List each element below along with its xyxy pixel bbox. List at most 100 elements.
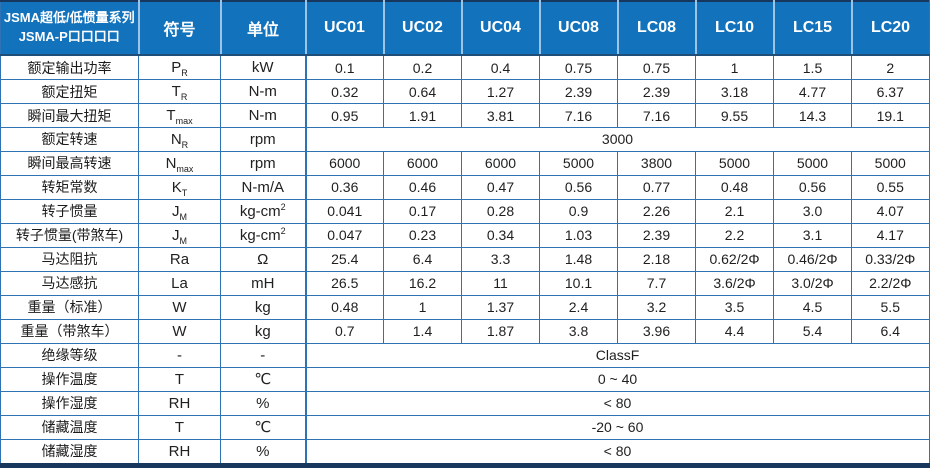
unit-column-header: 单位 [219, 1, 306, 56]
spec-value-cell: 3.1 [773, 222, 852, 248]
spec-value-cell: 0.28 [461, 198, 540, 224]
table-row: 操作温度 T ℃ 0 ~ 40 [0, 366, 930, 392]
symbol-cell: Nmax [138, 150, 221, 176]
table-row: 瞬间最高转速 Nmax rpm 6000 6000 6000 5000 3800 5000 500… [0, 150, 930, 176]
unit-cell: N-m [220, 79, 306, 105]
row-label: 操作温度 [0, 366, 139, 392]
spec-value-cell: 0.32 [304, 79, 384, 105]
unit-cell: Ω [220, 246, 306, 272]
row-label: 额定输出功率 [0, 54, 139, 81]
row-label: 瞬间最高转速 [0, 150, 139, 176]
spec-value-cell: 3.0 [773, 198, 852, 224]
spec-value-cell: 1.03 [539, 222, 618, 248]
row-label: 绝缘等级 [0, 342, 139, 368]
spec-value-cell: 0.23 [383, 222, 462, 248]
symbol-column-header: 符号 [137, 1, 221, 56]
spec-value-cell: 0.2 [383, 54, 462, 81]
spec-value-cell: 6.4 [851, 318, 930, 344]
spec-value-cell: 0.1 [304, 54, 384, 81]
spec-value-cell: 5.4 [773, 318, 852, 344]
spec-value-cell: 3.8 [539, 318, 618, 344]
row-label: 转子惯量 [0, 198, 139, 224]
spec-value-cell: 1.37 [461, 294, 540, 320]
merged-value-cell: < 80 [304, 390, 930, 416]
spec-value-cell: 2.39 [617, 222, 696, 248]
unit-cell: ℃ [220, 366, 306, 392]
spec-value-cell: 4.07 [851, 198, 930, 224]
row-label: 马达感抗 [0, 270, 139, 296]
table-row: 转矩常数 KT N-m/A 0.36 0.46 0.47 0.56 0.77 0.48 0.56 0… [0, 174, 930, 200]
symbol-cell: RH [138, 390, 221, 416]
spec-value-cell: 0.55 [851, 174, 930, 200]
spec-value-cell: 6000 [461, 150, 540, 176]
row-label: 储藏湿度 [0, 438, 139, 467]
spec-value-cell: 1.4 [383, 318, 462, 344]
symbol-cell: La [138, 270, 221, 296]
symbol-cell: PR [138, 54, 221, 81]
symbol-cell: NR [138, 126, 221, 152]
spec-value-cell: 3.96 [617, 318, 696, 344]
spec-value-cell: 2.39 [539, 79, 618, 105]
unit-cell: kW [220, 54, 306, 81]
model-column-header-lc08: LC08 [616, 1, 696, 56]
row-label: 重量（标准） [0, 294, 139, 320]
spec-value-cell: 6000 [383, 150, 462, 176]
spec-value-cell: 3.81 [461, 103, 540, 128]
spec-value-cell: 4.77 [773, 79, 852, 105]
table-row: 储藏湿度 RH% < 80 [0, 438, 930, 467]
row-label: 储藏温度 [0, 414, 139, 440]
unit-cell: % [220, 390, 306, 416]
spec-value-cell: 0.56 [773, 174, 852, 200]
model-column-header-lc10: LC10 [694, 1, 774, 56]
spec-value-cell: 1.48 [539, 246, 618, 272]
spec-value-cell: 0.48 [304, 294, 384, 320]
spec-value-cell: 7.16 [539, 103, 618, 128]
spec-value-cell: 1 [383, 294, 462, 320]
spec-value-cell: 0.47 [461, 174, 540, 200]
spec-value-cell: 1.91 [383, 103, 462, 128]
spec-value-cell: 4.17 [851, 222, 930, 248]
spec-value-cell: 5000 [851, 150, 930, 176]
unit-cell: - [220, 342, 306, 368]
unit-cell: rpm [220, 150, 306, 176]
spec-value-cell: 0.46/2Φ [773, 246, 852, 272]
spec-value-cell: 5000 [695, 150, 774, 176]
spec-value-cell: 0.047 [304, 222, 384, 248]
table-row: 马达阻抗 Ra Ω 25.4 6.4 3.3 1.48 2.18 0.62/2Φ 0.46/2Φ 0… [0, 246, 930, 272]
unit-cell: kg-cm2 [220, 198, 306, 224]
row-label: 额定转速 [0, 126, 139, 152]
header-row: JSMA超低/低惯量系列 JSMA-P口口口口 符号 单位 UC01 UC02 UC… [0, 1, 930, 56]
merged-value-cell: 3000 [304, 126, 930, 152]
table-row: 额定输出功率 PR kW 0.1 0.2 0.4 0.75 0.75 1 1.5 2 [0, 54, 930, 81]
spec-value-cell: 3.5 [695, 294, 774, 320]
spec-value-cell: 2.2 [695, 222, 774, 248]
spec-value-cell: 3.18 [695, 79, 774, 105]
model-column-header-uc08: UC08 [538, 1, 618, 56]
unit-cell: ℃ [220, 414, 306, 440]
row-label: 转子惯量(带煞车) [0, 222, 139, 248]
table-row: 操作湿度 RH% < 80 [0, 390, 930, 416]
unit-cell: % [220, 438, 306, 467]
spec-value-cell: 3.6/2Φ [695, 270, 774, 296]
symbol-cell: Tmax [138, 103, 221, 128]
spec-value-cell: 2 [851, 54, 930, 81]
symbol-cell: Ra [138, 246, 221, 272]
row-label: 马达阻抗 [0, 246, 139, 272]
symbol-cell: - [138, 342, 221, 368]
spec-value-cell: 0.77 [617, 174, 696, 200]
spec-value-cell: 3.0/2Φ [773, 270, 852, 296]
spec-value-cell: 0.62/2Φ [695, 246, 774, 272]
symbol-cell: W [138, 294, 221, 320]
unit-cell: N-m [220, 103, 306, 128]
table-row: 马达感抗 La mH 26.5 16.2 11 10.1 7.7 3.6/2Φ 3.0/2Φ 2.2… [0, 270, 930, 296]
table-row: 额定扭矩 TR N-m 0.32 0.64 1.27 2.39 2.39 3.18 4.77 6.3… [0, 79, 930, 105]
spec-table-body: 额定输出功率 PR kW 0.1 0.2 0.4 0.75 0.75 1 1.5 2 额定扭矩 TR N-… [0, 54, 930, 467]
model-column-header-uc04: UC04 [460, 1, 540, 56]
merged-value-cell: -20 ~ 60 [304, 414, 930, 440]
spec-value-cell: 0.56 [539, 174, 618, 200]
symbol-cell: JM [138, 198, 221, 224]
symbol-cell: T [138, 366, 221, 392]
spec-value-cell: 11 [461, 270, 540, 296]
